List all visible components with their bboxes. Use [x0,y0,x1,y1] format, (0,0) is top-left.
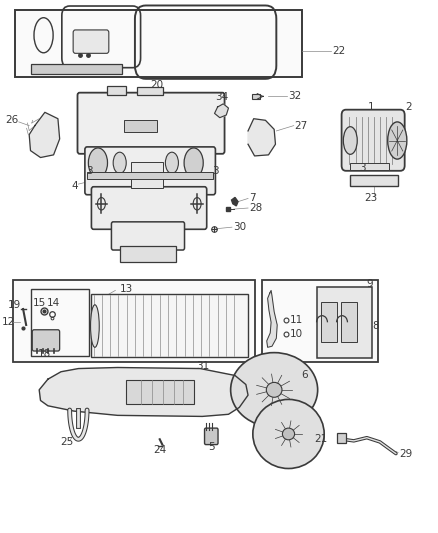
Text: 19: 19 [8,300,21,310]
FancyBboxPatch shape [205,428,218,445]
Bar [337,433,346,443]
Bar [126,379,194,403]
Text: 8: 8 [372,321,379,331]
Ellipse shape [91,305,99,348]
Text: 26: 26 [6,115,19,125]
Text: 32: 32 [289,91,302,101]
Ellipse shape [388,122,407,159]
Text: 3: 3 [359,163,366,173]
Polygon shape [248,119,276,156]
Text: 14: 14 [47,297,60,308]
Text: 9: 9 [367,279,373,288]
Text: 10: 10 [290,329,303,339]
Text: 25: 25 [60,437,73,447]
Ellipse shape [166,152,178,173]
FancyBboxPatch shape [78,93,225,154]
Text: 15: 15 [32,297,46,308]
Ellipse shape [266,382,282,397]
Ellipse shape [231,353,318,427]
Bar [341,302,357,342]
Text: 31: 31 [196,361,209,372]
Text: 6: 6 [301,370,308,381]
Polygon shape [267,290,277,348]
Text: 27: 27 [295,120,308,131]
Polygon shape [232,197,238,206]
Bar [15,10,302,77]
Ellipse shape [88,148,107,177]
Bar [31,64,122,74]
Bar [252,94,260,99]
Ellipse shape [283,428,295,440]
Bar [106,86,126,95]
Bar [137,87,163,95]
Bar [87,172,213,179]
Text: 4: 4 [72,181,78,191]
Bar [31,289,89,356]
Bar [92,294,248,357]
FancyBboxPatch shape [111,222,184,250]
Bar [321,302,337,342]
FancyBboxPatch shape [32,330,60,351]
Bar [262,280,378,362]
Text: 30: 30 [233,222,246,232]
Text: 28: 28 [249,203,263,213]
Text: 7: 7 [249,193,256,204]
FancyBboxPatch shape [92,187,207,229]
FancyBboxPatch shape [73,30,109,53]
Text: 18: 18 [38,349,52,359]
Ellipse shape [253,399,324,469]
Text: 3: 3 [86,166,92,176]
Ellipse shape [343,127,357,155]
Ellipse shape [113,152,126,173]
Bar [78,94,224,152]
Text: 3: 3 [212,166,219,176]
Polygon shape [29,112,60,158]
Bar [124,120,157,132]
Text: 1: 1 [367,102,374,112]
Text: 11: 11 [290,314,303,325]
Bar [350,175,398,185]
Text: 23: 23 [364,193,378,204]
Text: 34: 34 [215,92,229,102]
Text: 5: 5 [208,442,214,451]
Bar [120,246,176,262]
Polygon shape [215,104,229,118]
Bar [13,280,254,362]
Bar [131,162,163,188]
FancyBboxPatch shape [342,110,405,171]
Text: 29: 29 [399,449,412,458]
Text: 13: 13 [120,284,133,294]
Text: 22: 22 [332,46,345,55]
Polygon shape [39,368,248,416]
Text: 2: 2 [406,102,412,112]
Bar [350,164,389,169]
Ellipse shape [184,148,203,177]
Text: 20: 20 [150,80,163,90]
Text: 21: 21 [314,434,328,445]
FancyBboxPatch shape [85,147,215,195]
Text: 12: 12 [2,317,15,327]
Bar [317,287,371,358]
Text: 24: 24 [153,445,166,455]
